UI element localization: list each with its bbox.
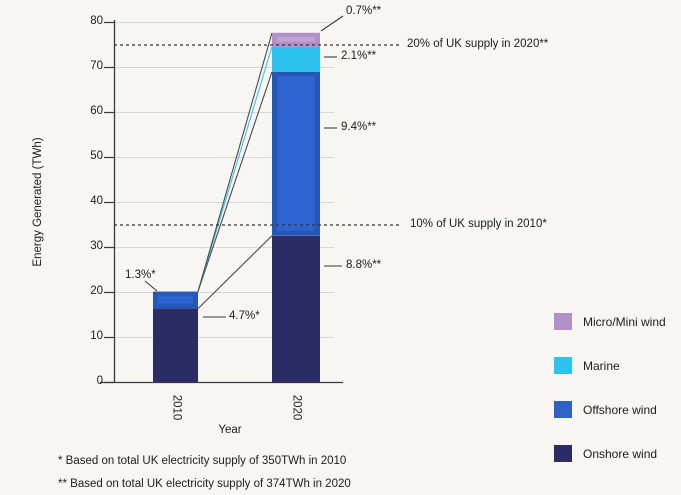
legend-swatch-marine (554, 357, 572, 374)
x-tick-label-2020: 2020 (290, 394, 303, 421)
y-tick-label-80: 80 (90, 15, 103, 27)
legend-swatch-onshore-wind (554, 445, 572, 462)
reference-line-label-2010: 10% of UK supply in 2010* (410, 218, 547, 230)
y-tick-label-70: 70 (90, 60, 103, 72)
x-tick-label-2010: 2010 (170, 394, 182, 421)
annotation-micro-mini-wind-2020: 0.7%** (346, 5, 382, 17)
legend-item-marine: Marine (554, 357, 666, 374)
y-tick-label-30: 30 (90, 240, 103, 252)
legend-item-onshore-wind: Onshore wind (554, 445, 666, 462)
legend-swatch-offshore-wind (554, 401, 572, 418)
legend-item-offshore-wind: Offshore wind (554, 401, 666, 418)
y-tick-label-60: 60 (90, 105, 103, 117)
legend: Micro/Mini wind Marine Offshore wind Onshor… (554, 313, 666, 489)
x-axis-title: Year (218, 424, 242, 436)
annotation-marine-2020: 2.1%** (341, 50, 377, 62)
annotation-onshore-wind-2020: 8.8%** (346, 259, 382, 271)
y-axis-title: Energy Generated (TWh) (32, 137, 44, 267)
annotation-onshore-wind-2010: 4.7%* (229, 310, 260, 322)
reference-line-label-2020: 20% of UK supply in 2020** (407, 38, 549, 50)
legend-label-micro-mini-wind: Micro/Mini wind (583, 314, 666, 329)
footnote-2020: ** Based on total UK electricity supply … (58, 478, 351, 490)
legend-label-onshore-wind: Onshore wind (583, 446, 658, 461)
legend-label-marine: Marine (583, 358, 620, 373)
legend-item-micro-mini-wind: Micro/Mini wind (554, 313, 666, 330)
y-tick-label-50: 50 (90, 150, 103, 162)
annotation-offshore-wind-2010: 1.3%* (125, 269, 156, 281)
footnote-2010: * Based on total UK electricity supply o… (58, 455, 347, 467)
legend-swatch-micro-mini-wind (554, 313, 572, 330)
annotation-offshore-wind-2020: 9.4%** (341, 121, 377, 133)
y-tick-label-40: 40 (90, 195, 103, 207)
legend-label-offshore-wind: Offshore wind (583, 402, 657, 417)
y-tick-label-20: 20 (90, 285, 103, 297)
y-tick-label-0: 0 (96, 375, 103, 387)
y-tick-label-10: 10 (90, 330, 103, 342)
